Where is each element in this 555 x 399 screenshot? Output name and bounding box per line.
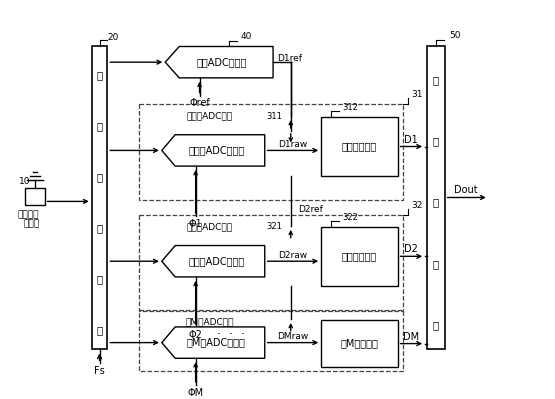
Text: 50: 50 [450, 31, 461, 40]
Text: D2raw: D2raw [279, 251, 307, 260]
Text: 模拟信号: 模拟信号 [17, 211, 39, 219]
Bar [321, 320, 397, 367]
Text: 31: 31 [411, 90, 423, 99]
Bar [427, 45, 445, 350]
Text: D1raw: D1raw [278, 140, 307, 149]
Text: 312: 312 [342, 103, 359, 112]
Text: 20: 20 [108, 33, 119, 42]
Text: 第二子ADC通道: 第二子ADC通道 [186, 222, 233, 231]
Text: D1: D1 [405, 134, 418, 145]
Text: 持: 持 [97, 223, 103, 233]
Text: D2: D2 [405, 245, 418, 255]
Text: 第一子ADC转换器: 第一子ADC转换器 [188, 145, 244, 156]
Text: DM: DM [403, 332, 420, 342]
Text: Φ2: Φ2 [189, 330, 203, 340]
Text: 10: 10 [19, 177, 31, 186]
Text: Φref: Φref [189, 99, 210, 109]
Text: 保: 保 [97, 172, 103, 182]
Text: 第一校准模块: 第一校准模块 [342, 142, 377, 152]
Text: 第二校准模块: 第二校准模块 [342, 251, 377, 261]
Bar [139, 215, 403, 311]
Text: 择: 择 [433, 259, 439, 269]
Polygon shape [162, 245, 265, 277]
Text: 选: 选 [433, 198, 439, 207]
Text: 电: 电 [97, 274, 103, 284]
Text: 32: 32 [411, 201, 423, 210]
Text: 输入端: 输入端 [23, 219, 39, 229]
Text: D2ref: D2ref [298, 205, 323, 214]
Polygon shape [165, 47, 273, 78]
Text: 第M子ADC转换器: 第M子ADC转换器 [187, 338, 246, 348]
Text: 第二子ADC转换器: 第二子ADC转换器 [188, 256, 244, 266]
Bar [139, 310, 403, 371]
Text: 第一子ADC通道: 第一子ADC通道 [186, 112, 233, 120]
Bar [25, 188, 44, 205]
Text: 311: 311 [266, 112, 282, 120]
Bar [139, 105, 403, 200]
Text: 路: 路 [97, 325, 103, 335]
Text: Φ1: Φ1 [189, 219, 203, 229]
Text: 器: 器 [433, 320, 439, 330]
Polygon shape [162, 327, 265, 358]
Text: 采: 采 [97, 70, 103, 80]
Text: Dout: Dout [455, 185, 478, 195]
Text: ΦM: ΦM [188, 387, 204, 398]
Bar [321, 227, 397, 286]
Text: Fs: Fs [94, 366, 105, 376]
Text: 样: 样 [97, 121, 103, 131]
Text: 322: 322 [342, 213, 359, 221]
Text: 数: 数 [433, 75, 439, 85]
Polygon shape [162, 135, 265, 166]
Text: 据: 据 [433, 136, 439, 146]
Text: D1ref: D1ref [277, 54, 302, 63]
Text: 第M子ADC通道: 第M子ADC通道 [185, 318, 234, 326]
Bar [321, 117, 397, 176]
Bar [92, 45, 107, 350]
Text: 参考ADC转换器: 参考ADC转换器 [197, 57, 248, 67]
Text: 40: 40 [241, 32, 252, 41]
Text: DMraw: DMraw [278, 332, 309, 341]
Text: ·  ·  ·: · · · [217, 328, 245, 341]
Text: 321: 321 [266, 222, 282, 231]
Text: 第M校准模块: 第M校准模块 [340, 339, 379, 349]
